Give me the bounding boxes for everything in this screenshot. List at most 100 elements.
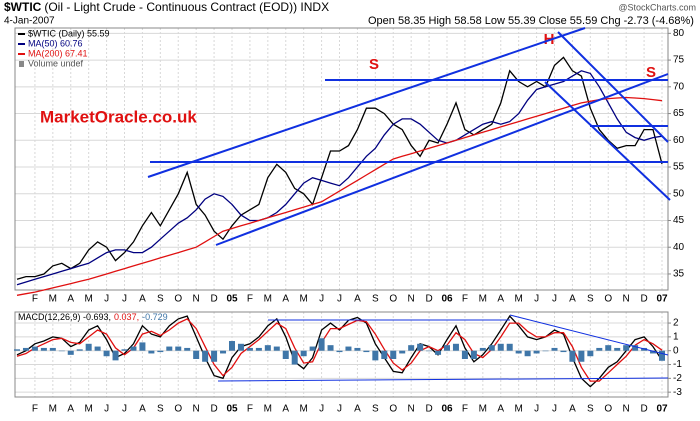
histogram-bar [246,347,253,351]
x-tick-label: F [462,294,468,305]
symbol: $WTIC [4,0,42,14]
x-tick-label: M [84,404,92,415]
x-tick-label: D [210,404,217,415]
histogram-bar [157,350,164,353]
histogram-bar [569,350,576,362]
histogram-bar [300,350,307,357]
histogram-bar [193,350,200,359]
series-line [16,315,663,388]
histogram-bar [390,350,397,359]
histogram-bar [488,345,495,351]
x-tick-label: N [623,404,630,415]
credit: @StockCharts.com [618,2,696,12]
y-tick-label: -3 [673,387,682,398]
x-tick-label: M [299,294,307,305]
histogram-bar [408,345,415,351]
x-tick-label: A [497,404,504,415]
x-tick-label: O [389,294,397,305]
x-tick-label: M [514,294,522,305]
x-tick-label: J [534,404,539,415]
x-tick-label: 06 [441,404,453,415]
histogram-bar [470,350,477,359]
histogram-bar [40,347,47,351]
x-tick-label: J [337,404,342,415]
histogram-bar [497,343,504,351]
trendline [217,377,669,382]
x-tick-label: A [139,404,146,415]
histogram-bar [318,338,325,351]
annotation: S [369,56,379,73]
histogram-bar [623,345,630,351]
x-tick-label: D [640,294,647,305]
histogram-bar [596,347,603,351]
x-tick-label: A [67,294,74,305]
y-tick-label: 1 [673,332,679,343]
histogram-bar [273,346,280,351]
y-tick-label: 60 [673,135,685,146]
date: 4-Jan-2007 [4,16,55,27]
x-tick-label: M [264,404,272,415]
x-tick-label: S [372,294,379,305]
histogram-bar [327,345,334,351]
y-tick-label: 75 [673,55,685,66]
annotation: S [646,64,656,81]
histogram-bar [237,343,244,351]
x-tick-label: M [264,294,272,305]
histogram-bar [399,350,406,354]
x-tick-label: J [534,294,539,305]
x-tick-label: M [479,294,487,305]
x-tick-label: A [282,294,289,305]
histogram-bar [524,350,531,357]
y-tick-label: 40 [673,242,685,253]
x-tick-label: S [587,404,594,415]
histogram-bar [139,342,146,351]
x-tick-label: N [408,294,415,305]
x-tick-label: S [157,404,164,415]
x-tick-label: D [425,294,432,305]
x-tick-label: 05 [226,294,238,305]
x-tick-label: A [569,294,576,305]
series-line [16,96,663,296]
x-tick-label: A [354,294,361,305]
histogram-bar [515,350,522,354]
histogram-bar [184,347,191,351]
x-tick-label: J [337,294,342,305]
histogram-bar [381,350,388,359]
y-tick-label: 0 [673,345,679,356]
y-tick-label: 50 [673,188,685,199]
y-tick-label: 55 [673,162,685,173]
x-tick-label: A [67,404,74,415]
series-line [16,70,663,286]
histogram-bar [551,347,558,351]
histogram-bar [76,349,83,351]
x-tick-label: A [139,294,146,305]
x-tick-label: M [514,404,522,415]
trendline [544,81,671,201]
histogram-bar [336,350,343,353]
x-tick-label: A [282,404,289,415]
histogram-bar [452,343,459,351]
histogram-bar [31,346,38,351]
x-tick-label: A [569,404,576,415]
x-tick-label: S [372,404,379,415]
x-tick-label: O [604,294,612,305]
x-tick-label: A [497,294,504,305]
y-tick-label: 35 [673,269,685,280]
trendline [509,314,669,356]
histogram-bar [85,343,92,351]
x-tick-label: A [354,404,361,415]
y-tick-label: 45 [673,215,685,226]
x-tick-label: M [479,404,487,415]
histogram-bar [148,350,155,354]
histogram-bar [372,350,379,361]
legend-entry: $WTIC (Daily) 55.59 [28,28,110,38]
x-tick-label: J [319,404,324,415]
histogram-bar [202,350,209,362]
histogram-bar [461,350,468,359]
histogram-bar [103,350,110,357]
histogram-bar [94,346,101,351]
histogram-bar [121,349,128,351]
histogram-bar [14,349,20,351]
